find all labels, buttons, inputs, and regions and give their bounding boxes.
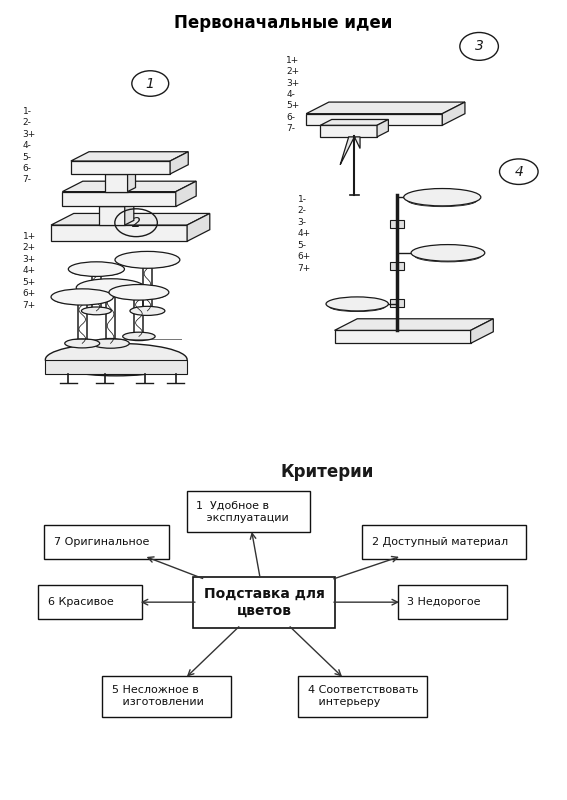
Ellipse shape — [76, 278, 145, 297]
Polygon shape — [320, 119, 388, 126]
Polygon shape — [306, 102, 465, 114]
Text: 3 Недорогое: 3 Недорогое — [407, 597, 481, 607]
Polygon shape — [105, 174, 128, 192]
Ellipse shape — [82, 307, 111, 314]
Ellipse shape — [118, 257, 177, 268]
Polygon shape — [176, 181, 196, 206]
Ellipse shape — [414, 250, 481, 262]
FancyBboxPatch shape — [298, 676, 426, 717]
Text: 1+
2+
3+
4-
5+
6-
7-: 1+ 2+ 3+ 4- 5+ 6- 7- — [286, 56, 299, 134]
Ellipse shape — [71, 266, 122, 276]
FancyBboxPatch shape — [187, 491, 310, 532]
Text: 6 Красивое: 6 Красивое — [48, 597, 114, 607]
Ellipse shape — [68, 262, 125, 277]
Text: Первоначальные идеи: Первоначальные идеи — [174, 14, 393, 32]
Polygon shape — [105, 170, 136, 174]
FancyBboxPatch shape — [44, 525, 170, 558]
Text: 4: 4 — [514, 165, 523, 178]
FancyBboxPatch shape — [102, 676, 231, 717]
FancyBboxPatch shape — [397, 585, 507, 619]
Text: 5 Несложное в
   изготовлении: 5 Несложное в изготовлении — [112, 685, 204, 707]
Text: Подставка для
цветов: Подставка для цветов — [204, 586, 325, 618]
Text: 7 Оригинальное: 7 Оригинальное — [53, 537, 149, 546]
FancyBboxPatch shape — [390, 299, 404, 307]
Text: 1+
2+
3+
4+
5+
6+
7+: 1+ 2+ 3+ 4+ 5+ 6+ 7+ — [23, 232, 36, 310]
Polygon shape — [335, 330, 471, 343]
Polygon shape — [51, 214, 210, 225]
Ellipse shape — [45, 343, 187, 376]
Ellipse shape — [122, 332, 155, 341]
Ellipse shape — [92, 338, 129, 348]
Polygon shape — [62, 192, 176, 206]
Text: 1: 1 — [146, 77, 155, 90]
FancyBboxPatch shape — [390, 220, 404, 228]
Polygon shape — [45, 360, 187, 374]
Text: Критерии: Критерии — [280, 462, 374, 481]
FancyBboxPatch shape — [193, 577, 336, 627]
Text: 2: 2 — [132, 216, 141, 230]
Polygon shape — [306, 114, 442, 126]
Polygon shape — [471, 318, 493, 343]
Text: 1  Удобное в
   эксплуатации: 1 Удобное в эксплуатации — [196, 500, 289, 522]
Text: 4 Соответствовать
   интерьеру: 4 Соответствовать интерьеру — [308, 685, 418, 707]
Ellipse shape — [54, 294, 111, 305]
Ellipse shape — [109, 285, 169, 300]
Polygon shape — [377, 119, 388, 137]
Ellipse shape — [408, 194, 477, 206]
Polygon shape — [62, 181, 196, 192]
Text: 3: 3 — [475, 39, 484, 54]
Ellipse shape — [79, 285, 142, 296]
Polygon shape — [71, 152, 188, 161]
Polygon shape — [99, 202, 134, 206]
Ellipse shape — [112, 290, 166, 299]
Polygon shape — [335, 318, 493, 330]
Text: 1-
2-
3+
4-
5-
6-
7-: 1- 2- 3+ 4- 5- 6- 7- — [23, 106, 36, 185]
FancyBboxPatch shape — [39, 585, 142, 619]
Polygon shape — [170, 152, 188, 174]
FancyBboxPatch shape — [390, 262, 404, 270]
Polygon shape — [125, 202, 134, 225]
Ellipse shape — [329, 302, 385, 311]
Ellipse shape — [326, 297, 388, 311]
Polygon shape — [51, 225, 187, 242]
Polygon shape — [71, 161, 170, 174]
Polygon shape — [99, 206, 125, 225]
Polygon shape — [128, 170, 136, 192]
Polygon shape — [442, 102, 465, 126]
Ellipse shape — [115, 251, 180, 268]
Ellipse shape — [411, 245, 485, 261]
Polygon shape — [320, 126, 377, 137]
FancyBboxPatch shape — [362, 525, 526, 558]
Polygon shape — [340, 137, 360, 165]
Ellipse shape — [130, 306, 165, 315]
Polygon shape — [187, 214, 210, 242]
Text: 1-
2-
3-
4+
5-
6+
7+: 1- 2- 3- 4+ 5- 6+ 7+ — [298, 195, 311, 273]
Ellipse shape — [65, 339, 100, 348]
Ellipse shape — [404, 189, 481, 206]
Text: 2 Доступный материал: 2 Доступный материал — [372, 537, 508, 546]
Ellipse shape — [51, 289, 113, 305]
